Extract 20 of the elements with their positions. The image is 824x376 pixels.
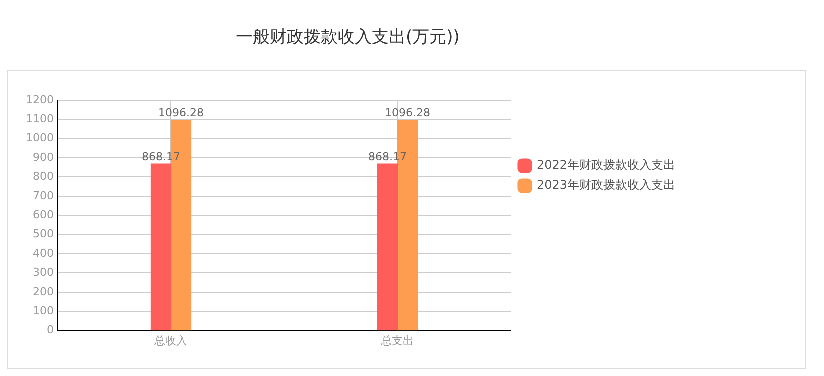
- legend-label: 2023年财政拨款收入支出: [537, 178, 676, 192]
- y-tick-label: 700: [32, 189, 54, 202]
- chart-title: 一般财政拨款收入支出(万元)): [236, 28, 460, 48]
- y-tick-label: 1100: [26, 112, 54, 126]
- y-tick-label: 300: [32, 266, 54, 280]
- legend-label: 2022年财政拨款收入支出: [537, 158, 676, 172]
- data-label: 1096.28: [385, 106, 430, 120]
- x-tick-label: 总收入: [154, 334, 188, 348]
- y-tick-label: 1000: [26, 132, 54, 145]
- data-label: 1096.28: [158, 106, 204, 120]
- y-tick-label: 500: [32, 228, 54, 241]
- y-tick-label: 800: [32, 170, 54, 184]
- y-tick-label: 0: [46, 324, 54, 337]
- y-tick-label: 600: [32, 208, 54, 222]
- x-tick-label: 总支出: [380, 334, 414, 348]
- y-tick-label: 400: [32, 246, 54, 260]
- y-tick-label: 100: [32, 304, 54, 318]
- y-tick-label: 200: [32, 285, 54, 298]
- y-tick-label: 900: [32, 150, 54, 164]
- y-tick-label: 1200: [26, 93, 54, 106]
